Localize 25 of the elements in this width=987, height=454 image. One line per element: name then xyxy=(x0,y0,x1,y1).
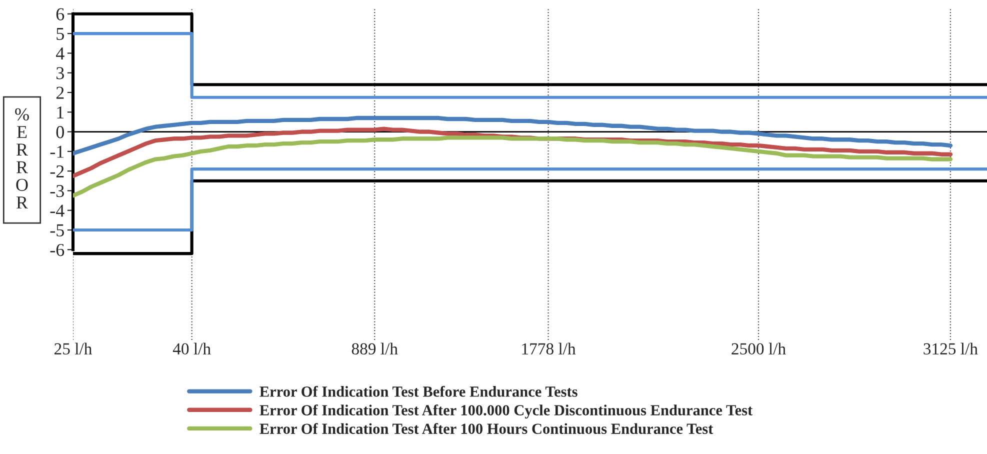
y-tick-label: 1 xyxy=(57,106,64,118)
x-tick-label: 2500 l/h xyxy=(732,342,786,355)
legend-label: Error Of Indication Test After 100 Hours Continuous Endurance Test xyxy=(260,423,714,434)
y-axis-title: %ERROR xyxy=(15,108,29,208)
y-tick-label: 6 xyxy=(56,8,64,20)
x-tick-label: 889 l/h xyxy=(352,342,398,355)
legend-label: Error Of Indication Test After 100.000 Cycle Discontinuous Endurance Test xyxy=(260,404,753,419)
legend-label: Error Of Indication Test Before Endurance Tests xyxy=(260,386,578,397)
y-tick-label: 0 xyxy=(56,126,64,138)
x-tick-label: 3125 l/h xyxy=(924,342,978,355)
y-tick-label: -5 xyxy=(50,224,64,236)
y-tick-label: 2 xyxy=(56,86,64,99)
line-series xyxy=(73,116,953,156)
line-series xyxy=(73,136,953,198)
y-tick-label: -4 xyxy=(50,204,64,217)
y-tick-label: -2 xyxy=(50,165,64,178)
x-tick-label: 40 l/h xyxy=(172,342,211,355)
x-tick-label: 1778 l/h xyxy=(522,342,576,355)
y-tick-label: -3 xyxy=(50,185,64,198)
y-tick-label: 4 xyxy=(56,48,64,60)
y-tick-label: -6 xyxy=(50,244,64,256)
y-tick-label: -1 xyxy=(50,146,64,158)
y-tick-label: 3 xyxy=(56,67,64,80)
y-tick-label: 5 xyxy=(56,28,64,40)
x-tick-label: 25 l/h xyxy=(54,342,92,355)
